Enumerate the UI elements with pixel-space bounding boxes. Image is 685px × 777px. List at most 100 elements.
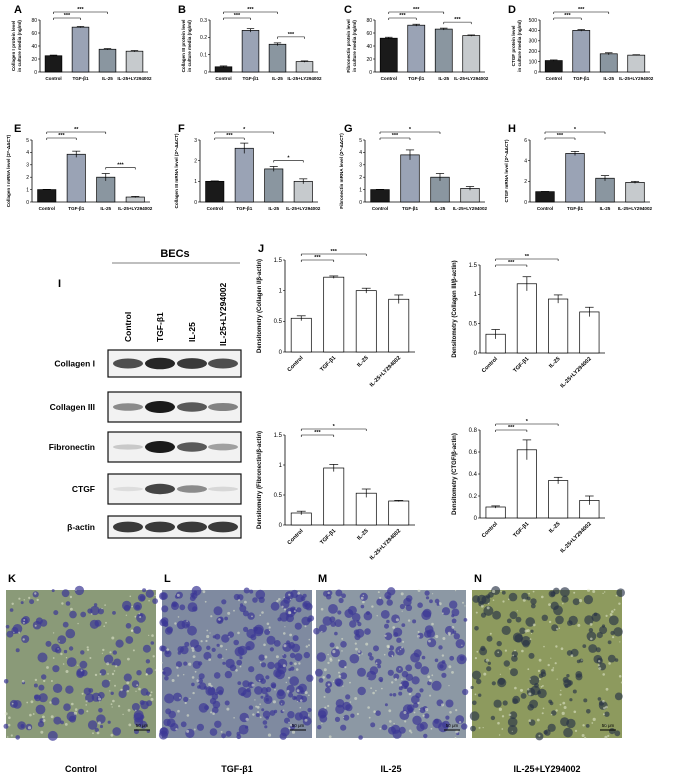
cell-stain bbox=[530, 603, 536, 609]
cell-stain bbox=[243, 587, 250, 594]
cell-stain bbox=[140, 700, 149, 710]
cell-stain bbox=[399, 603, 405, 610]
cell-stain bbox=[386, 619, 390, 624]
cell-stain bbox=[173, 692, 182, 702]
membrane-pore bbox=[603, 706, 606, 710]
membrane-pore bbox=[376, 615, 378, 617]
cell-stain bbox=[152, 598, 159, 604]
y-axis-label: Fibronectin protein levelin culture medi… bbox=[346, 19, 357, 72]
cell-stain bbox=[55, 647, 62, 654]
cell-stain bbox=[118, 689, 127, 699]
membrane-pore bbox=[342, 685, 344, 687]
cell-stain bbox=[560, 587, 570, 597]
cell-stain bbox=[480, 612, 487, 618]
cell-stain bbox=[445, 715, 450, 720]
cell-stain bbox=[246, 628, 256, 639]
cell-stain bbox=[214, 720, 222, 728]
cell-stain bbox=[9, 608, 14, 612]
membrane-pore bbox=[499, 673, 501, 675]
membrane-pore bbox=[112, 699, 115, 703]
cell-stain bbox=[434, 598, 440, 604]
membrane-pore bbox=[341, 637, 344, 640]
cell-stain bbox=[191, 585, 202, 596]
membrane-pore bbox=[305, 645, 308, 648]
cell-stain bbox=[101, 679, 110, 688]
cell-stain bbox=[393, 673, 400, 680]
cell-stain bbox=[264, 725, 268, 729]
panel-letter: I bbox=[58, 278, 61, 290]
category-label: TGF-β1 bbox=[319, 355, 337, 373]
cell-stain bbox=[449, 655, 455, 661]
cell-stain bbox=[233, 593, 240, 601]
cell-stain bbox=[455, 639, 465, 649]
y-tick-label: 0.5 bbox=[469, 321, 478, 327]
membrane-pore bbox=[570, 654, 574, 657]
y-tick-label: 4 bbox=[524, 158, 527, 164]
cell-stain bbox=[80, 611, 87, 618]
membrane-pore bbox=[375, 662, 378, 665]
membrane-pore bbox=[235, 669, 238, 672]
bar bbox=[125, 196, 145, 203]
cell-stain bbox=[501, 625, 511, 636]
cell-stain bbox=[419, 688, 424, 693]
cell-stain bbox=[544, 729, 551, 736]
cell-stain bbox=[614, 730, 621, 737]
membrane-pore bbox=[379, 727, 382, 730]
membrane-pore bbox=[226, 707, 230, 711]
membrane-pore bbox=[111, 672, 115, 676]
category-label: Control bbox=[45, 76, 61, 81]
membrane-pore bbox=[441, 654, 445, 657]
y-tick-label: 60 bbox=[366, 31, 372, 37]
cell-stain bbox=[387, 669, 394, 676]
y-tick-label: 1 bbox=[279, 463, 283, 469]
membrane-pore bbox=[538, 658, 542, 662]
membrane-pore bbox=[85, 704, 87, 706]
membrane-pore bbox=[92, 732, 94, 735]
cell-stain bbox=[110, 691, 114, 695]
cell-stain bbox=[441, 660, 446, 664]
cell-stain bbox=[326, 674, 331, 679]
cell-stain bbox=[273, 640, 281, 647]
blot-band bbox=[145, 441, 175, 453]
cell-stain bbox=[548, 699, 553, 704]
membrane-pore bbox=[365, 642, 369, 646]
membrane-pore bbox=[387, 645, 391, 649]
membrane-pore bbox=[200, 640, 203, 643]
cell-stain bbox=[330, 621, 337, 627]
membrane-pore bbox=[397, 650, 399, 652]
cell-stain bbox=[242, 689, 252, 698]
cell-stain bbox=[265, 675, 270, 680]
cell-stain bbox=[411, 695, 420, 704]
membrane-pore bbox=[381, 687, 383, 690]
category-label: TGF-β1 bbox=[402, 206, 419, 211]
cell-stain bbox=[240, 692, 245, 697]
cell-stain bbox=[137, 593, 146, 602]
membrane-pore bbox=[371, 605, 374, 608]
cell-stain bbox=[584, 615, 594, 625]
cell-stain bbox=[292, 635, 299, 642]
membrane-pore bbox=[349, 681, 351, 684]
membrane-pore bbox=[111, 706, 113, 708]
cell-stain bbox=[470, 725, 476, 732]
membrane-pore bbox=[60, 652, 63, 656]
membrane-pore bbox=[166, 648, 170, 652]
bar bbox=[98, 48, 117, 73]
cell-stain bbox=[15, 648, 20, 653]
membrane-pore bbox=[438, 602, 442, 606]
cell-stain bbox=[164, 693, 175, 704]
membrane-pore bbox=[620, 681, 623, 684]
cell-stain bbox=[279, 732, 287, 740]
membrane-pore bbox=[7, 723, 11, 727]
y-tick-label: 1 bbox=[279, 288, 283, 294]
cell-stain bbox=[198, 682, 207, 690]
membrane-pore bbox=[288, 721, 290, 724]
cell-stain bbox=[410, 652, 420, 663]
lane-label: IL-25 bbox=[187, 322, 197, 342]
cell-stain bbox=[78, 708, 85, 715]
category-label: IL-25 bbox=[548, 356, 561, 369]
significance-label: *** bbox=[578, 7, 585, 13]
blot-band bbox=[177, 358, 207, 369]
micrograph-caption: TGF-β1 bbox=[221, 764, 253, 774]
cell-stain bbox=[163, 622, 169, 628]
significance-label: *** bbox=[288, 32, 295, 38]
